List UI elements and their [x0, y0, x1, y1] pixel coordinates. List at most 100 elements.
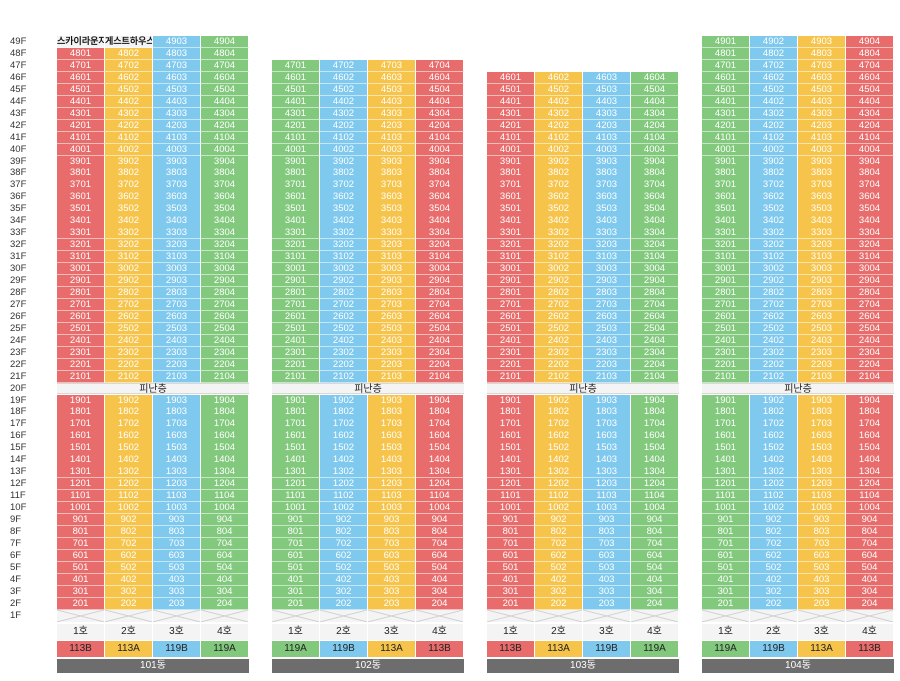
unit-cell: 1703 — [583, 418, 631, 431]
unit-cell: 201 — [702, 597, 750, 610]
unit-type-badge: 113B — [416, 640, 464, 657]
unit-cell: 3204 — [201, 239, 249, 252]
unit-cell: 3702 — [750, 179, 798, 192]
unit-cell: 2401 — [272, 334, 320, 347]
unit-cell: 2203 — [368, 358, 416, 371]
unit-cell: 4103 — [798, 131, 846, 144]
unit-cell: 2304 — [201, 346, 249, 359]
unit-cell: 2501 — [702, 322, 750, 336]
unit-cell: 3502 — [535, 203, 583, 216]
building-name: 103동 — [487, 658, 679, 673]
unit-cell: 2602 — [535, 310, 583, 324]
unit-cell: 2102 — [320, 370, 368, 383]
floor-label: 12F — [10, 478, 27, 490]
unit-cell: 2503 — [798, 322, 846, 336]
unit-cell: 1001 — [272, 502, 320, 515]
unit-cell: 1101 — [702, 490, 750, 503]
unit-cell: 2701 — [487, 298, 535, 312]
unit-cell: 1303 — [583, 466, 631, 479]
unit-cell: 1902 — [750, 394, 798, 407]
unit-cell: 3602 — [535, 191, 583, 204]
unit-cell: 4502 — [105, 83, 153, 97]
unit-cell: 4702 — [320, 59, 368, 73]
unit-cell: 802 — [320, 525, 368, 539]
unit-cell: 3801 — [702, 167, 750, 180]
unit-cell: 1901 — [702, 394, 750, 407]
unit-cell: 603 — [583, 549, 631, 563]
floor-label: 33F — [10, 227, 27, 239]
unit-cell: 3804 — [846, 167, 894, 180]
unit-cell: 4003 — [583, 143, 631, 156]
unit-cell: 1804 — [416, 406, 464, 419]
unit-cell: 4503 — [153, 83, 201, 97]
unit-cell: 1302 — [535, 466, 583, 479]
unit-cell: 1602 — [320, 430, 368, 443]
unit-cell: 1104 — [846, 490, 894, 503]
unit-cell: 601 — [57, 549, 105, 563]
unit-cell: 1503 — [153, 442, 201, 455]
unit-cell: 1303 — [798, 466, 846, 479]
unit-cell: 4602 — [320, 71, 368, 85]
unit-cell: 2601 — [272, 310, 320, 324]
unit-cell: 2104 — [416, 370, 464, 383]
unit-cell: 502 — [105, 561, 153, 575]
unit-cell: 4603 — [798, 71, 846, 85]
unit-cell: 1602 — [535, 430, 583, 443]
unit-cell: 2901 — [57, 275, 105, 288]
unit-cell: 3501 — [272, 203, 320, 216]
unit-cell: 1203 — [153, 478, 201, 491]
pilotis-cell — [201, 609, 249, 622]
unit-cell: 4202 — [320, 119, 368, 132]
unit-cell: 4401 — [702, 95, 750, 108]
unit-cell: 4104 — [416, 131, 464, 144]
unit-cell: 602 — [105, 549, 153, 563]
unit-cell: 3303 — [798, 227, 846, 240]
unit-cell: 2504 — [416, 322, 464, 336]
pilotis-cell — [153, 609, 201, 622]
unit-cell: 401 — [487, 573, 535, 586]
unit-cell: 2904 — [631, 275, 679, 288]
unit-cell: 4803 — [153, 47, 201, 61]
unit-cell: 3904 — [201, 155, 249, 168]
unit-cell: 304 — [201, 585, 249, 598]
unit-cell: 2704 — [201, 298, 249, 312]
unit-cell: 1803 — [368, 406, 416, 419]
floor-label: 17F — [10, 418, 27, 430]
unit-cell: 2604 — [631, 310, 679, 324]
floor-label: 15F — [10, 442, 27, 454]
unit-cell: 603 — [798, 549, 846, 563]
unit-line-label: 2호 — [535, 623, 583, 640]
pilotis-cell — [105, 609, 153, 622]
unit-cell: 4303 — [583, 107, 631, 120]
floor-label: 26F — [10, 310, 27, 322]
unit-cell: 204 — [201, 597, 249, 610]
floor-label: 47F — [10, 59, 27, 71]
unit-cell: 602 — [320, 549, 368, 563]
unit-cell: 4101 — [272, 131, 320, 144]
unit-cell: 301 — [487, 585, 535, 598]
unit-cell: 3503 — [798, 203, 846, 216]
floor-label: 8F — [10, 525, 22, 537]
unit-cell: 3003 — [798, 263, 846, 276]
unit-cell: 3501 — [702, 203, 750, 216]
unit-cell: 3202 — [320, 239, 368, 252]
unit-cell: 4503 — [583, 83, 631, 97]
unit-cell: 2701 — [702, 298, 750, 312]
unit-cell: 4404 — [846, 95, 894, 108]
unit-cell: 1303 — [368, 466, 416, 479]
unit-cell: 2401 — [57, 334, 105, 347]
unit-cell: 3803 — [583, 167, 631, 180]
unit-cell: 3404 — [631, 215, 679, 228]
unit-cell: 501 — [57, 561, 105, 575]
unit-cell: 3301 — [702, 227, 750, 240]
floor-label: 38F — [10, 167, 27, 179]
unit-cell: 1102 — [535, 490, 583, 503]
unit-cell: 1501 — [57, 442, 105, 455]
unit-cell: 4403 — [153, 95, 201, 108]
unit-cell: 1001 — [57, 502, 105, 515]
floor-label: 1F — [10, 609, 22, 621]
unit-cell: 901 — [272, 514, 320, 527]
unit-cell: 2403 — [153, 334, 201, 347]
unit-cell: 603 — [153, 549, 201, 563]
unit-cell: 1103 — [583, 490, 631, 503]
